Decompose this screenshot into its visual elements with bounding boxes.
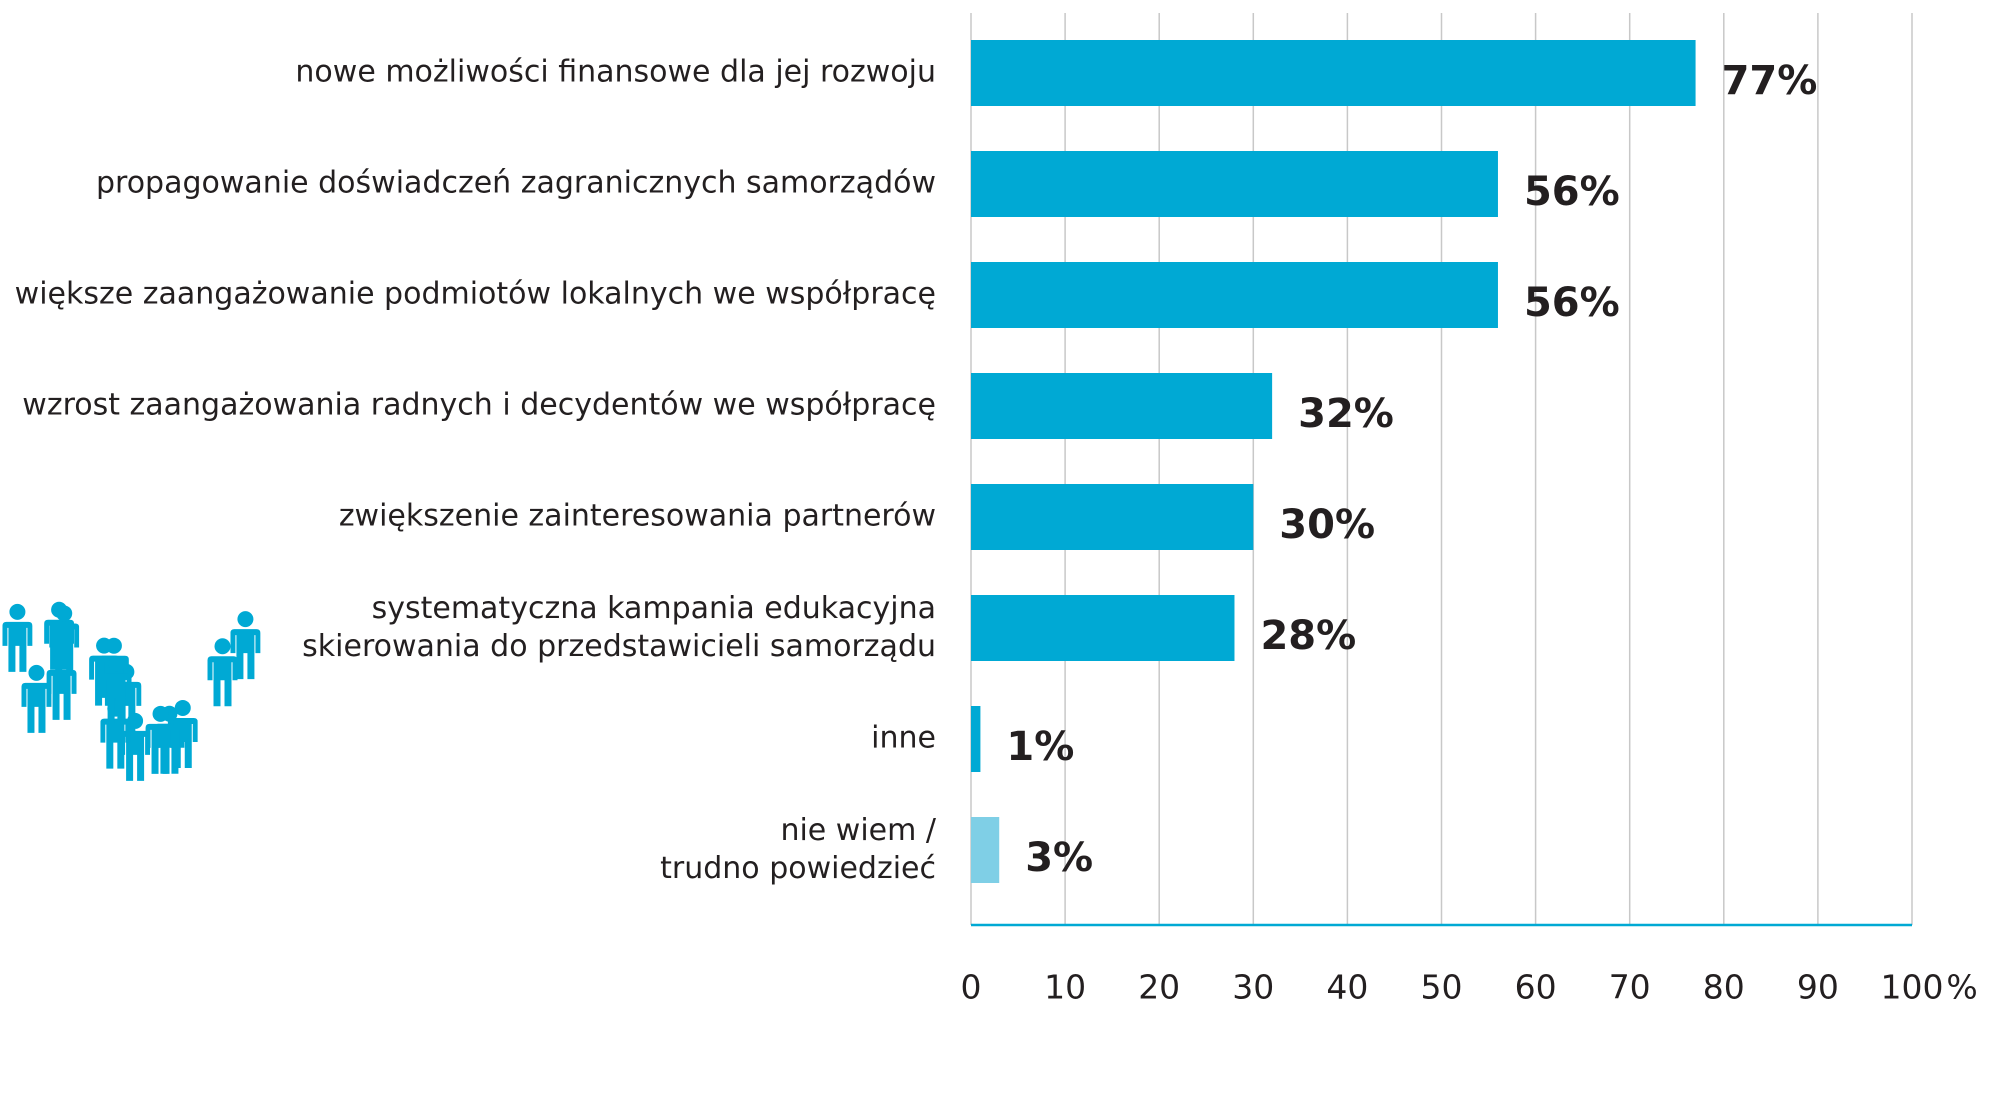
bar	[971, 484, 1253, 550]
bar	[971, 817, 999, 883]
x-tick-label: 10	[1044, 968, 1086, 1007]
category-label: nowe możliwości finansowe dla jej rozwoj…	[295, 55, 936, 90]
x-tick-label: 40	[1326, 968, 1368, 1007]
x-tick-label: 60	[1515, 968, 1557, 1007]
category-label: nie wiem /trudno powiedzieć	[660, 813, 937, 886]
category-label: większe zaangażowanie podmiotów lokalnyc…	[15, 277, 936, 312]
x-tick-label: 70	[1609, 968, 1651, 1007]
bar	[971, 151, 1498, 217]
category-label: wzrost zaangażowania radnych i decydentó…	[22, 388, 936, 423]
bar	[971, 706, 980, 772]
x-tick-label: 0	[961, 968, 982, 1007]
x-unit-label: %	[1946, 968, 1977, 1007]
value-label: 1%	[1006, 724, 1074, 770]
bar	[971, 40, 1696, 106]
x-tick-label: 80	[1703, 968, 1745, 1007]
x-tick-label: 50	[1421, 968, 1463, 1007]
x-tick-label: 100	[1881, 968, 1944, 1007]
category-label: zwiększenie zainteresowania partnerów	[339, 499, 936, 534]
x-tick-label: 20	[1138, 968, 1180, 1007]
bar	[971, 262, 1498, 328]
bar	[971, 373, 1272, 439]
x-tick-label: 30	[1232, 968, 1274, 1007]
value-label: 32%	[1298, 391, 1394, 437]
x-tick-label: 90	[1797, 968, 1839, 1007]
bar	[971, 595, 1234, 661]
category-label: propagowanie doświadczeń zagranicznych s…	[96, 166, 936, 201]
chart: 0 10 20 30 40 50 60 70 80 90 100% nowe możliwości f…	[0, 0, 1995, 1119]
value-label: 3%	[1025, 835, 1093, 881]
value-label: 56%	[1524, 280, 1620, 326]
person-icon	[100, 701, 130, 769]
value-label: 28%	[1260, 613, 1356, 659]
person-icon	[2, 604, 32, 672]
value-label: 56%	[1524, 169, 1620, 215]
category-label: inne	[871, 721, 936, 756]
value-label: 30%	[1279, 502, 1375, 548]
value-label: 77%	[1722, 58, 1818, 104]
people-illustration	[2, 602, 260, 781]
